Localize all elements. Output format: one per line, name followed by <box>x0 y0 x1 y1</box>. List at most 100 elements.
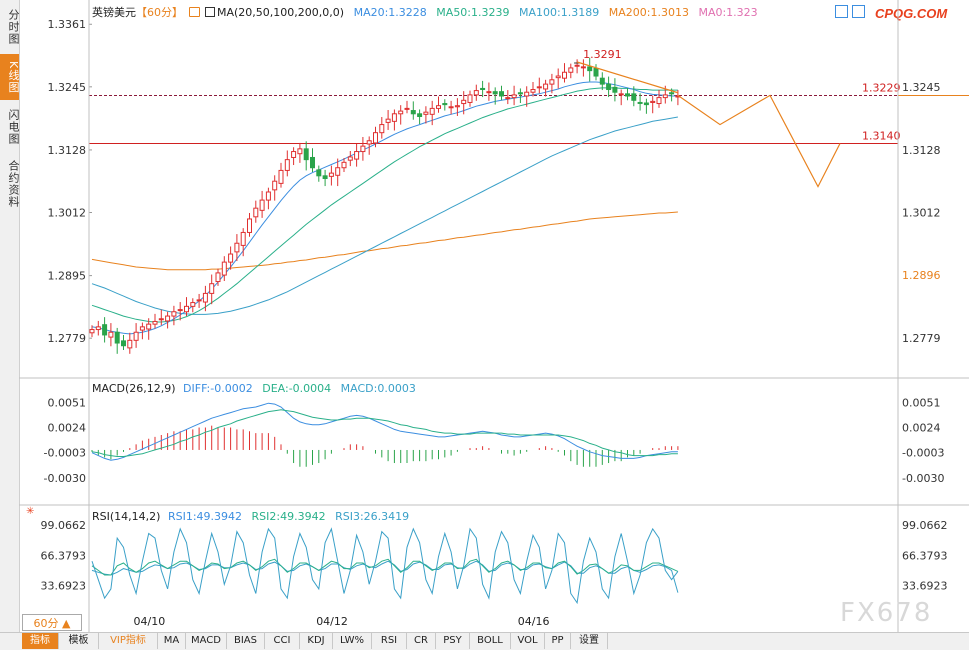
tab-boll[interactable]: BOLL <box>470 633 511 649</box>
candle-body <box>367 141 371 144</box>
high-annotation: 1.3291 <box>583 48 622 61</box>
candle-body <box>235 243 239 252</box>
rsi-tick-label: 66.3793 <box>41 549 87 562</box>
tab-bias[interactable]: BIAS <box>227 633 265 649</box>
candle-body <box>374 133 378 143</box>
candle-body <box>311 157 315 167</box>
rsi-right-tick-label: 33.6923 <box>902 579 948 592</box>
ma200-tag: 1.2896 <box>902 269 941 282</box>
candle-body <box>103 325 107 335</box>
tab-vol[interactable]: VOL <box>511 633 545 649</box>
rsi1-line <box>92 529 678 603</box>
candle-body <box>191 303 195 307</box>
candle-body <box>493 92 497 94</box>
time-tick-label: 04/10 <box>134 615 166 628</box>
candle-body <box>544 84 548 89</box>
candle-body <box>159 319 163 320</box>
tab-vip-indicators[interactable]: VIP指标 <box>99 633 158 649</box>
candle-body <box>210 284 214 294</box>
candle-body <box>254 208 258 217</box>
candle-body <box>304 149 308 160</box>
candle-body <box>140 327 144 330</box>
candle-body <box>172 312 176 316</box>
rsi-header: RSI(14,14,2) RSI1:49.3942 RSI2:49.3942 R… <box>92 510 409 523</box>
candle-body <box>134 332 138 340</box>
tab-settings[interactable]: 设置 <box>571 633 608 649</box>
price-tick-label: 1.3245 <box>48 81 87 94</box>
candle-body <box>399 111 403 114</box>
tab-indicators[interactable]: 指标 <box>22 633 59 649</box>
candle-body <box>462 100 466 103</box>
level-label-2: 1.3140 <box>862 129 901 142</box>
macd-right-tick-label: -0.0030 <box>902 472 944 485</box>
candle-body <box>317 170 321 176</box>
candle-body <box>531 90 535 93</box>
ma200-line <box>92 212 678 270</box>
price-tick-label: 1.2895 <box>48 270 87 283</box>
macd-tick-label: 0.0024 <box>48 422 87 435</box>
candle-body <box>96 327 100 330</box>
tab-pp[interactable]: PP <box>545 633 571 649</box>
candle-body <box>166 316 170 321</box>
candle-body <box>619 94 623 95</box>
candle-body <box>481 88 485 89</box>
price-right-tick-label: 1.3245 <box>902 81 941 94</box>
macd-tick-label: -0.0030 <box>44 472 86 485</box>
tab-ma[interactable]: MA <box>158 633 186 649</box>
macd-right-tick-label: -0.0003 <box>902 447 944 460</box>
candle-body <box>468 95 472 103</box>
rsi1-value: RSI1:49.3942 <box>168 510 242 523</box>
tab-kdj[interactable]: KDJ <box>300 633 333 649</box>
candle-body <box>411 111 415 114</box>
macd-header: MACD(26,12,9) DIFF:-0.0002 DEA:-0.0004 M… <box>92 382 416 395</box>
tab-psy[interactable]: PSY <box>436 633 470 649</box>
candle-body <box>323 176 327 179</box>
candle-body <box>537 87 541 88</box>
candle-body <box>449 107 453 108</box>
period-selector[interactable]: 60分 ▲ <box>22 614 82 631</box>
candle-body <box>128 340 132 348</box>
tab-macd[interactable]: MACD <box>186 633 227 649</box>
tab-lw[interactable]: LW% <box>333 633 372 649</box>
candle-body <box>285 160 289 171</box>
candle-body <box>348 157 352 160</box>
rsi-settings-icon[interactable]: ✳ <box>26 506 34 517</box>
candle-body <box>657 98 661 104</box>
tab-cr[interactable]: CR <box>407 633 436 649</box>
candle-body <box>122 341 126 346</box>
candle-body <box>386 119 390 122</box>
candle-body <box>178 310 182 311</box>
candle-body <box>203 293 207 302</box>
candle-body <box>185 306 189 311</box>
candle-body <box>342 162 346 167</box>
forecast-path <box>678 95 840 186</box>
candle-body <box>355 152 359 160</box>
candle-body <box>298 149 302 154</box>
ma20-line <box>92 82 678 334</box>
candle-body <box>506 98 510 99</box>
candle-body <box>260 200 264 210</box>
candle-body <box>569 68 573 72</box>
rsi2-value: RSI2:49.3942 <box>252 510 326 523</box>
tab-templates[interactable]: 模板 <box>59 633 99 649</box>
candle-body <box>292 152 296 158</box>
level-label-1: 1.3229 <box>862 81 901 94</box>
rsi3-value: RSI3:26.3419 <box>335 510 409 523</box>
candle-body <box>455 106 459 107</box>
candle-body <box>626 94 630 96</box>
candle-body <box>380 125 384 133</box>
tab-cci[interactable]: CCI <box>265 633 300 649</box>
candle-body <box>563 72 567 78</box>
candle-body <box>418 114 422 117</box>
price-pane: 1.33611.32451.31281.30121.28951.27791.32… <box>48 18 969 354</box>
price-tick-label: 1.3128 <box>48 144 87 157</box>
candle-body <box>241 232 245 245</box>
macd-macd-value: MACD:0.0003 <box>341 382 416 395</box>
candle-body <box>437 106 441 109</box>
chart-canvas: 1.33611.32451.31281.30121.28951.27791.32… <box>0 0 969 632</box>
candle-body <box>512 95 516 98</box>
tab-rsi[interactable]: RSI <box>372 633 407 649</box>
price-tick-label: 1.3361 <box>48 18 87 31</box>
candle-body <box>216 273 220 282</box>
